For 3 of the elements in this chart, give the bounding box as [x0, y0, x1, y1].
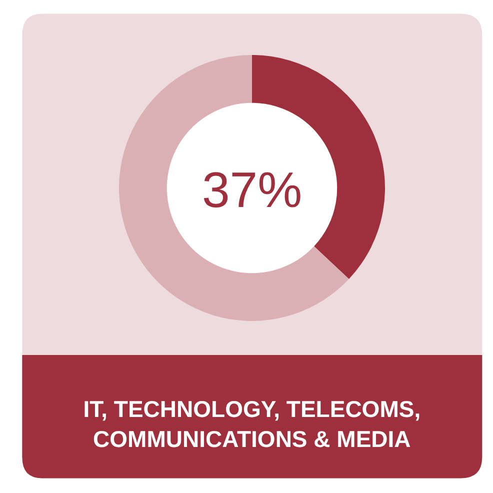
text: 37% [202, 162, 302, 218]
text: IT, TECHNOLOGY, TELECOMS, COMMUNICATIONS & MEDIA [83, 396, 421, 452]
donut-slice [119, 55, 349, 321]
